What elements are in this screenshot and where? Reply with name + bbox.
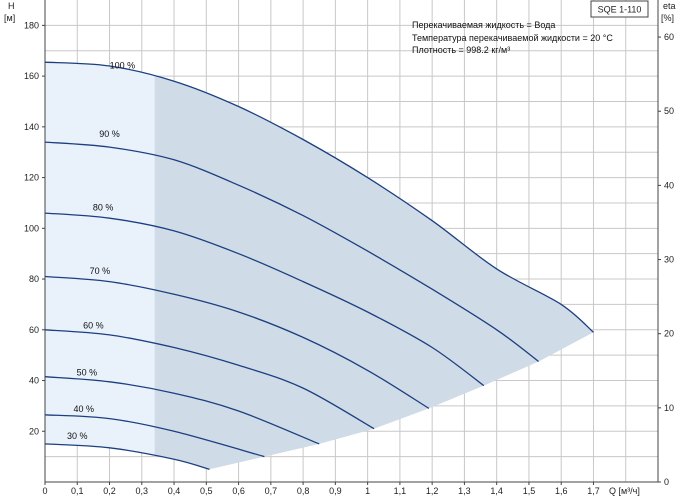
curve-80-percent: [44, 212, 485, 387]
chart-title: SQE 1-110: [598, 5, 642, 15]
y2-tick-label: 30: [664, 255, 674, 265]
light-region-fill: [45, 62, 155, 456]
x-tick-label: 0,6: [232, 486, 245, 496]
x-tick-label: 0,4: [168, 486, 181, 496]
x-axis-label: Q [м³/ч]: [609, 486, 640, 496]
x-tick-label: 0,9: [329, 486, 342, 496]
y2-tick-label: 60: [664, 32, 674, 42]
x-tick-label: 1: [365, 486, 370, 496]
operating-region-fill: [45, 62, 594, 470]
x-tick-label: 0,7: [265, 486, 278, 496]
x-tick-label: 1,2: [426, 486, 439, 496]
y-tick-label: 80: [29, 274, 39, 284]
y-tick-label: 120: [24, 173, 39, 183]
curve-60-percent: [44, 329, 375, 430]
y2-tick-label: 40: [664, 180, 674, 190]
y2-tick-label: 10: [664, 403, 674, 413]
curve-100-percent: [44, 61, 594, 333]
curve-label-60: 60 %: [83, 321, 104, 331]
x-tick-label: 0: [42, 486, 47, 496]
curves: 100 % 90 % 80 % 70 % 60 % 50 % 40 % 30 %: [44, 60, 594, 470]
y-tick-label: 100: [24, 223, 39, 233]
curve-30-percent: [44, 443, 210, 470]
x-tick-label: 1,6: [555, 486, 568, 496]
y-tick-label: 140: [24, 122, 39, 132]
x-tick-label: 1,4: [490, 486, 503, 496]
x-tick-label: 0,3: [136, 486, 149, 496]
y-axis-unit: [м]: [4, 13, 15, 23]
operating-area: [45, 62, 594, 470]
y-tick-label: 60: [29, 325, 39, 335]
x-tick-label: 1,5: [523, 486, 536, 496]
y-tick-label: 20: [29, 426, 39, 436]
info-line-temperature: Температура перекачиваемой жидкости = 20…: [412, 33, 613, 43]
curve-label-50: 50 %: [77, 367, 98, 377]
x-tick-label: 0,1: [71, 486, 84, 496]
curve-label-70: 70 %: [90, 266, 111, 276]
info-line-density: Плотность = 998.2 кг/м³: [412, 45, 510, 55]
x-tick-label: 1,3: [458, 486, 471, 496]
y-tick-label: 40: [29, 376, 39, 386]
y2-axis-label: eta: [663, 1, 676, 11]
info-line-fluid: Перекачиваемая жидкость = Вода: [412, 20, 555, 30]
x-tick-label: 0,5: [200, 486, 213, 496]
x-tick-label: 1,7: [587, 486, 600, 496]
y-tick-label: 160: [24, 71, 39, 81]
x-tick-label: 1,1: [394, 486, 407, 496]
curve-40-percent: [44, 414, 265, 458]
curve-70-percent: [44, 275, 430, 409]
y2-axis-unit: [%]: [661, 13, 674, 23]
y-tick-label: 180: [24, 20, 39, 30]
title-box: [590, 0, 649, 18]
y2-tick-label: 0: [664, 477, 669, 487]
curve-50-percent: [44, 376, 320, 445]
x-tick-label: 0,8: [297, 486, 310, 496]
curve-label-90: 90 %: [99, 129, 120, 139]
x-tick-label: 0,2: [103, 486, 116, 496]
y2-tick-label: 50: [664, 106, 674, 116]
y-axis-label: H: [8, 1, 15, 11]
axes: 0 0,1 0,2 0,3 0,4 0,5 0,6 0,7 0,8 0,9 1 1,1 1,2 1,3 1,…: [24, 0, 674, 496]
curve-label-30: 30 %: [67, 431, 88, 441]
curve-label-40: 40 %: [73, 404, 94, 414]
curve-label-80: 80 %: [93, 203, 114, 213]
curve-label-100: 100 %: [110, 60, 136, 70]
y2-tick-label: 20: [664, 329, 674, 339]
curve-90-percent: [44, 141, 539, 363]
